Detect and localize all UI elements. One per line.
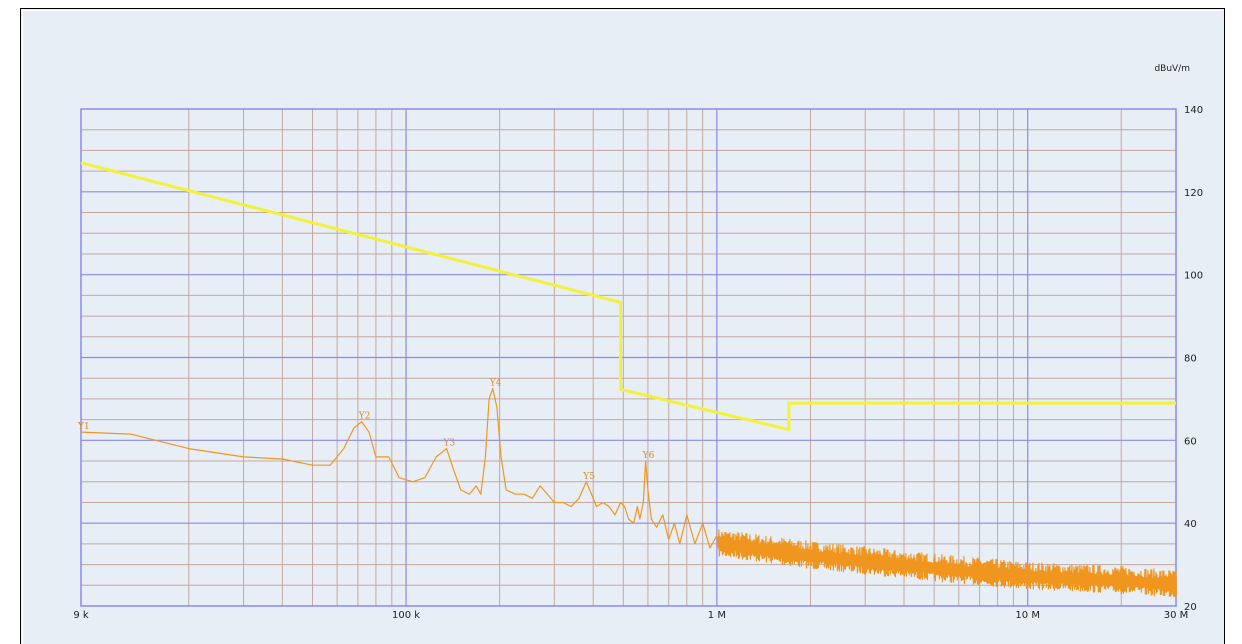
- x-axis-tick-labels: 9 k 100 k 1 M 10 M 30 M: [73, 610, 1188, 621]
- marker-layer: Y1 Y2 Y3 Y4 Y5 Y6: [77, 379, 655, 482]
- y-tick-label: 80: [1184, 354, 1197, 365]
- peak-marker-label: Y6: [642, 451, 655, 461]
- y-tick-label: 100: [1184, 271, 1203, 282]
- x-tick-label: 100 k: [392, 610, 420, 621]
- x-tick-label: 1 M: [708, 610, 726, 621]
- measurement-trace: [80, 388, 1177, 598]
- series-layer: [80, 161, 1177, 598]
- y-axis-unit-label: dBuV/m: [1154, 64, 1190, 74]
- peak-marker-label: Y4: [489, 379, 502, 389]
- x-tick-label: 30 M: [1164, 610, 1189, 621]
- peak-marker-label: Y5: [582, 472, 595, 482]
- y-axis-tick-labels: 20 40 60 80 100 120 140: [1184, 105, 1203, 613]
- x-tick-label: 9 k: [73, 610, 89, 621]
- y-tick-label: 40: [1184, 519, 1197, 530]
- plot-border: [80, 108, 1177, 607]
- major-grid: [81, 109, 1176, 606]
- y-tick-label: 140: [1184, 105, 1203, 116]
- peak-marker-label: Y1: [77, 422, 90, 432]
- limit-line: [80, 161, 1176, 432]
- y-tick-label: 60: [1184, 436, 1197, 447]
- peak-marker-label: Y3: [443, 439, 456, 449]
- x-tick-label: 10 M: [1015, 610, 1040, 621]
- chart-panel-bevel: [22, 10, 1223, 644]
- peak-marker-label: Y2: [358, 412, 371, 422]
- y-tick-label: 20: [1184, 602, 1197, 613]
- y-tick-label: 120: [1184, 188, 1203, 199]
